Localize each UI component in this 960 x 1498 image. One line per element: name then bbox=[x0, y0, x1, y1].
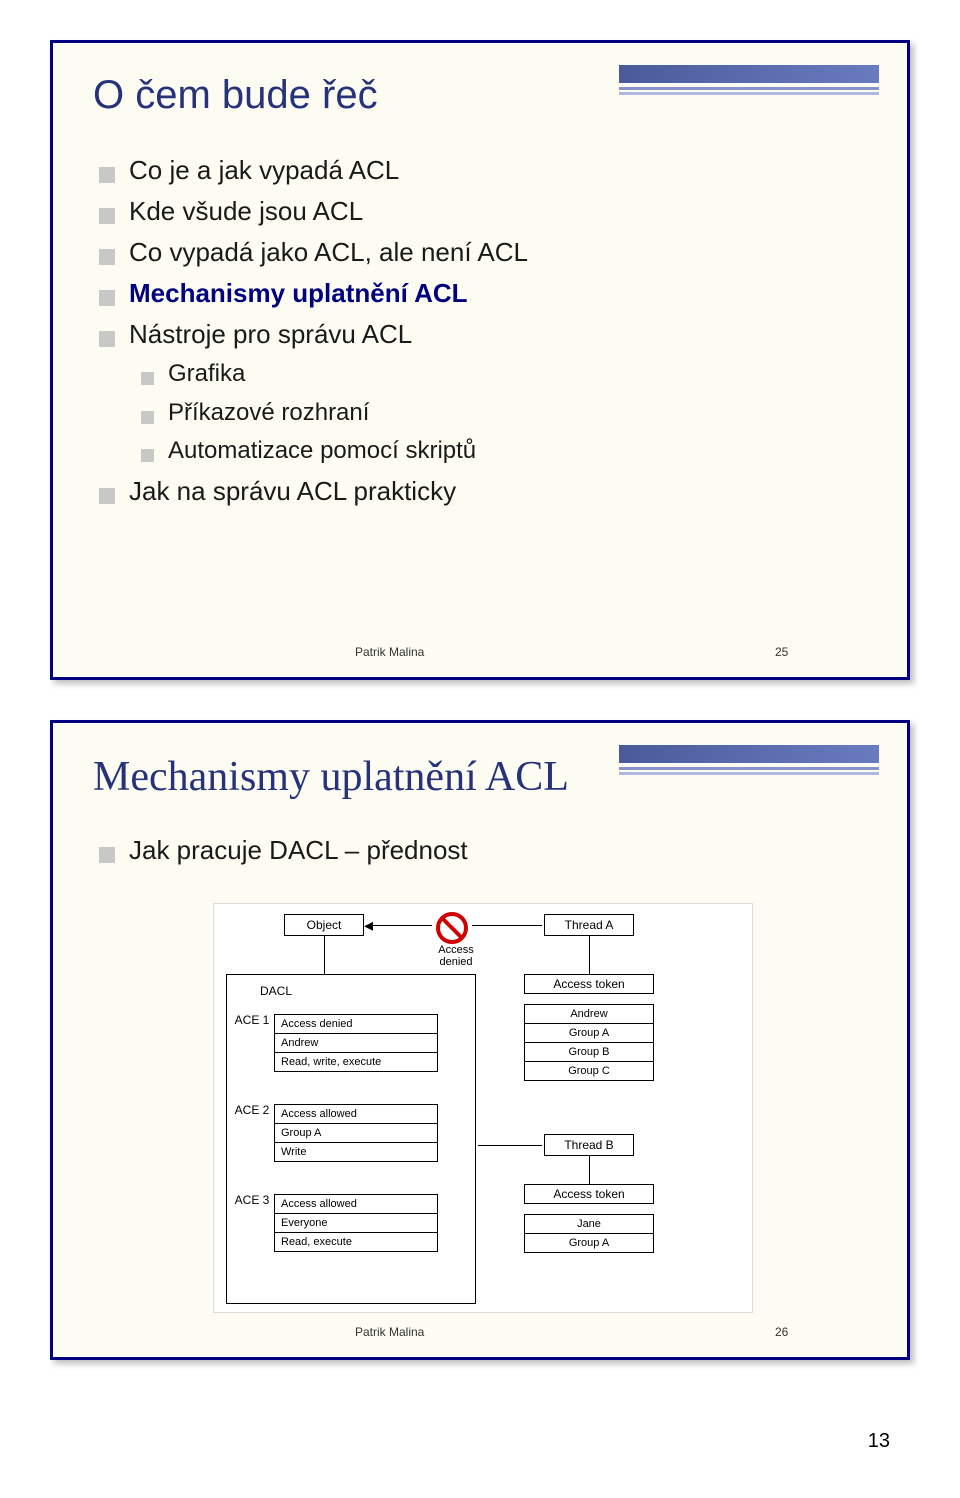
bullet-square-icon bbox=[99, 249, 115, 265]
bullet-square-icon bbox=[141, 372, 154, 385]
diagram-connector bbox=[478, 1145, 542, 1146]
bullet-text: Co vypadá jako ACL, ale není ACL bbox=[129, 235, 528, 270]
ace-principal: Everyone bbox=[275, 1214, 437, 1233]
diagram-connector bbox=[589, 1156, 590, 1184]
bullet-square-icon bbox=[99, 208, 115, 224]
access-token-a-header: Access token bbox=[524, 974, 654, 994]
token-line: Group B bbox=[525, 1043, 653, 1062]
bullet-square-icon bbox=[99, 290, 115, 306]
token-line: Andrew bbox=[525, 1005, 653, 1024]
bullet-item: Co vypadá jako ACL, ale není ACL bbox=[99, 235, 861, 270]
diagram-thread-b-box: Thread B bbox=[544, 1134, 634, 1156]
ace-box: Access allowed Everyone Read, execute bbox=[274, 1194, 438, 1252]
slide-2: Mechanismy uplatnění ACL Jak pracuje DAC… bbox=[50, 720, 910, 1360]
bullet-text: Mechanismy uplatnění ACL bbox=[129, 276, 468, 311]
diagram-connector bbox=[324, 936, 325, 974]
footer-page-number: 26 bbox=[775, 1325, 805, 1339]
bullet-square-icon bbox=[99, 847, 115, 863]
ace-title: Access allowed bbox=[275, 1195, 437, 1214]
token-line: Group A bbox=[525, 1234, 653, 1252]
diagram-connector bbox=[472, 925, 542, 926]
ace-index-text: ACE 3 bbox=[235, 1193, 270, 1207]
bullet-item: Automatizace pomocí skriptů bbox=[141, 435, 861, 467]
ace-principal: Group A bbox=[275, 1124, 437, 1143]
ace-title: Access denied bbox=[275, 1015, 437, 1034]
document-page-number: 13 bbox=[50, 1400, 910, 1453]
bullet-text: Grafika bbox=[168, 358, 245, 390]
ace-row-3: ACE 3 Access allowed Everyone Read, exec… bbox=[234, 1194, 438, 1252]
token-line: Group A bbox=[525, 1024, 653, 1043]
slide-2-bullets: Jak pracuje DACL – přednost bbox=[99, 833, 861, 874]
ace-row-1: ACE 1 Access denied Andrew Read, write, … bbox=[234, 1014, 438, 1072]
diagram-connector bbox=[589, 936, 590, 974]
bullet-text: Kde všude jsou ACL bbox=[129, 194, 363, 229]
token-line: Jane bbox=[525, 1215, 653, 1234]
footer-page-number: 25 bbox=[775, 645, 805, 659]
title-decor-line-1 bbox=[619, 87, 879, 90]
ace-box: Access allowed Group A Write bbox=[274, 1104, 438, 1162]
slide-2-title: Mechanismy uplatnění ACL bbox=[93, 753, 569, 801]
slide-1: O čem bude řeč Co je a jak vypadá ACL Kd… bbox=[50, 40, 910, 680]
diagram-connector bbox=[366, 925, 432, 926]
slide-2-footer: Patrik Malina 26 bbox=[53, 1325, 907, 1339]
title-decor-line-2 bbox=[619, 92, 879, 95]
bullet-text: Jak na správu ACL prakticky bbox=[129, 474, 456, 509]
bullet-text: Příkazové rozhraní bbox=[168, 397, 369, 429]
ace-title: Access allowed bbox=[275, 1105, 437, 1124]
bullet-item: Mechanismy uplatnění ACL bbox=[99, 276, 861, 311]
bullet-square-icon bbox=[99, 167, 115, 183]
bullet-item: Kde všude jsou ACL bbox=[99, 194, 861, 229]
footer-author: Patrik Malina bbox=[355, 1325, 435, 1339]
access-token-a: Andrew Group A Group B Group C bbox=[524, 1004, 654, 1081]
access-denied-icon bbox=[434, 910, 470, 946]
bullet-item: Příkazové rozhraní bbox=[141, 397, 861, 429]
access-denied-label: Access denied bbox=[426, 944, 486, 968]
footer-author: Patrik Malina bbox=[355, 645, 435, 659]
arrow-icon: ◂ bbox=[364, 916, 373, 934]
slide-1-footer: Patrik Malina 25 bbox=[53, 645, 907, 659]
title-decor-bar bbox=[619, 65, 879, 83]
ace-principal: Andrew bbox=[275, 1034, 437, 1053]
bullet-text: Nástroje pro správu ACL bbox=[129, 317, 412, 352]
bullet-square-icon bbox=[99, 488, 115, 504]
access-token-b: Jane Group A bbox=[524, 1214, 654, 1253]
slide-1-bullets: Co je a jak vypadá ACL Kde všude jsou AC… bbox=[99, 153, 861, 515]
bullet-item: Jak pracuje DACL – přednost bbox=[99, 833, 861, 868]
ace-row-2: ACE 2 Access allowed Group A Write bbox=[234, 1104, 438, 1162]
bullet-square-icon bbox=[99, 331, 115, 347]
dacl-label: DACL bbox=[260, 984, 292, 998]
ace-index-text: ACE 1 bbox=[235, 1013, 270, 1027]
diagram-thread-a-box: Thread A bbox=[544, 914, 634, 936]
bullet-item: Nástroje pro správu ACL bbox=[99, 317, 861, 352]
ace-rights: Write bbox=[275, 1143, 437, 1161]
ace-index-label: ACE 3 bbox=[234, 1194, 270, 1207]
bullet-item: Jak na správu ACL prakticky bbox=[99, 474, 861, 509]
diagram-object-box: Object bbox=[284, 914, 364, 936]
title-decor-bar bbox=[619, 745, 879, 763]
ace-box: Access denied Andrew Read, write, execut… bbox=[274, 1014, 438, 1072]
ace-rights: Read, write, execute bbox=[275, 1053, 437, 1071]
bullet-text: Automatizace pomocí skriptů bbox=[168, 435, 476, 467]
ace-index-label: ACE 2 bbox=[234, 1104, 270, 1117]
bullet-square-icon bbox=[141, 449, 154, 462]
bullet-item: Co je a jak vypadá ACL bbox=[99, 153, 861, 188]
ace-rights: Read, execute bbox=[275, 1233, 437, 1251]
bullet-item: Grafika bbox=[141, 358, 861, 390]
access-token-b-header: Access token bbox=[524, 1184, 654, 1204]
bullet-text: Co je a jak vypadá ACL bbox=[129, 153, 399, 188]
dacl-diagram: Object Thread A Access denied ◂ DACL ACE… bbox=[213, 903, 753, 1313]
bullet-square-icon bbox=[141, 411, 154, 424]
title-decor-line-2 bbox=[619, 772, 879, 775]
ace-index-label: ACE 1 bbox=[234, 1014, 270, 1027]
ace-index-text: ACE 2 bbox=[235, 1103, 270, 1117]
slide-1-title: O čem bude řeč bbox=[93, 73, 378, 118]
bullet-text: Jak pracuje DACL – přednost bbox=[129, 833, 468, 868]
token-line: Group C bbox=[525, 1062, 653, 1080]
title-decor-line-1 bbox=[619, 767, 879, 770]
